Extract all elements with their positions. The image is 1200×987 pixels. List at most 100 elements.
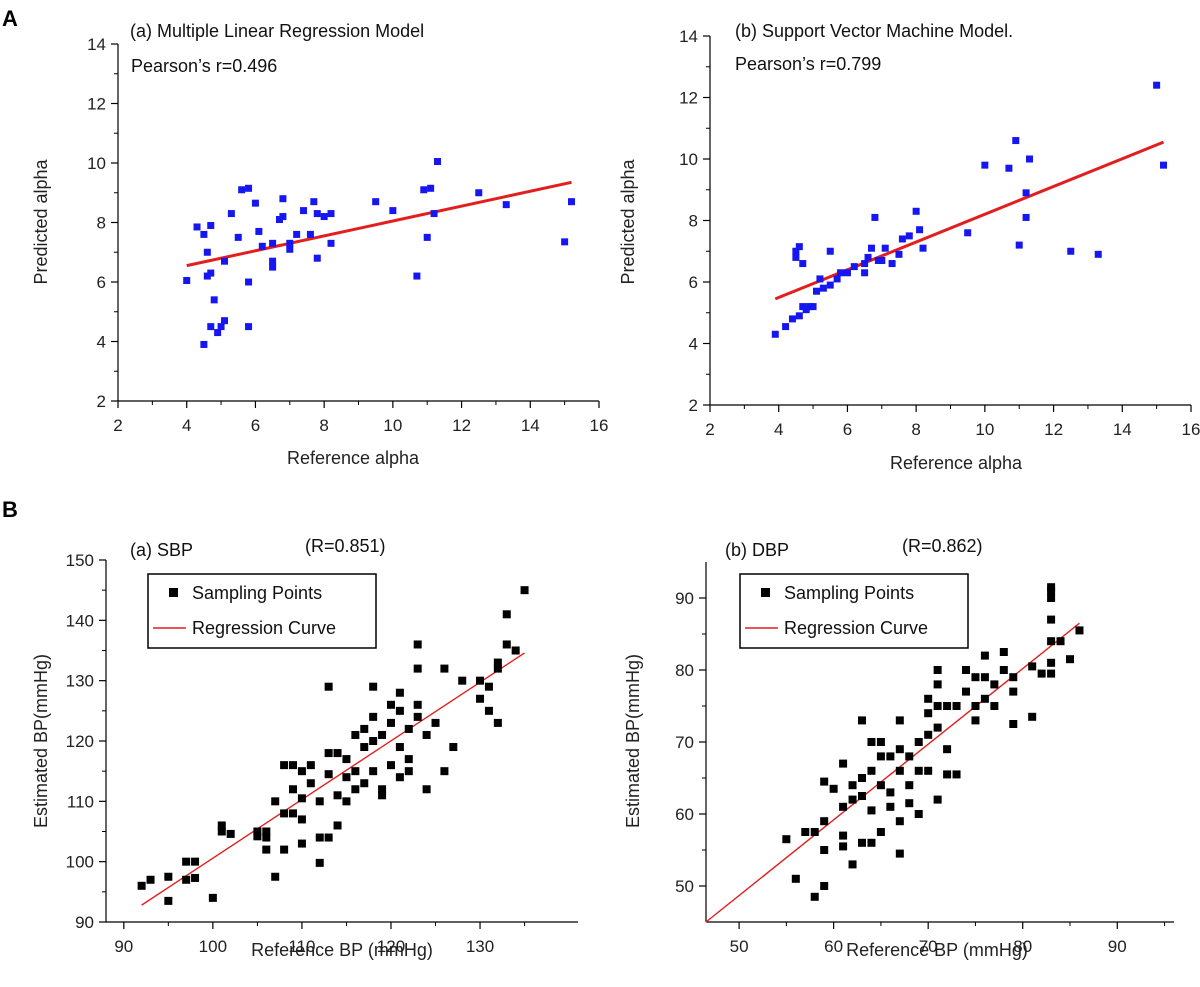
data-point [816,275,824,283]
y-tick-label: 130 [66,672,94,691]
x-tick-label: 80 [1013,937,1032,956]
data-point [1005,164,1013,172]
data-point [207,323,215,331]
data-point [867,244,875,252]
data-point [280,845,289,854]
data-point [475,189,483,197]
chart-title: (b) Support Vector Machine Model. [735,21,1013,41]
data-point [1066,655,1074,664]
legend-marker-points [761,588,770,597]
y-tick-label: 50 [675,877,694,896]
data-point [962,666,970,674]
data-point [871,213,879,221]
data-point [440,664,449,673]
data-point [810,828,819,836]
data-point [924,766,933,775]
data-point [898,235,906,243]
data-point [430,210,438,218]
data-point [310,198,318,206]
data-point [386,700,395,709]
data-point [324,682,333,691]
chart-subtitle-pearson: Pearson’s r=0.496 [131,56,277,76]
data-point [191,857,200,866]
y-tick-label: 10 [87,154,106,173]
data-point [919,244,927,252]
y-tick-label: 4 [689,335,698,354]
data-point [227,210,235,218]
x-tick-label: 6 [843,420,852,439]
data-point [378,730,387,739]
data-point [839,802,848,811]
data-point [351,730,360,739]
data-point [916,226,924,234]
x-axis-label: Reference BP (mmHg) [846,940,1028,960]
data-point [315,833,324,842]
data-point [861,260,869,268]
data-point [843,269,851,277]
y-tick-label: 14 [679,27,698,46]
data-point [258,242,266,250]
data-point [395,688,404,697]
data-point [253,827,262,836]
data-point [905,232,913,240]
data-point [782,835,791,844]
data-point [886,788,895,797]
data-point [413,664,422,673]
data-point [458,676,467,685]
data-point [826,281,834,289]
x-axis-label: Reference alpha [287,448,420,468]
data-point [858,838,866,847]
data-point [826,247,834,255]
y-tick-label: 6 [97,273,106,292]
y-tick-label: 12 [679,89,698,108]
data-point [293,230,301,238]
panel-label-a: A [2,6,18,31]
data-point [820,817,829,826]
data-point [423,233,431,241]
x-tick-label: 130 [466,937,494,956]
data-point [217,827,226,836]
data-point [943,770,952,779]
data-point [905,799,914,808]
data-point [182,857,191,866]
data-point [933,666,942,674]
data-point [342,773,351,782]
x-tick-label: 2 [113,416,122,435]
data-point [964,229,972,237]
x-tick-label: 2 [705,420,714,439]
data-point [271,872,280,881]
data-point [324,770,333,779]
data-point [795,312,803,320]
x-tick-label: 6 [251,416,260,435]
data-point [315,797,324,806]
data-point [217,821,226,830]
data-point [389,207,397,215]
data-point [164,872,173,881]
data-point [440,767,449,776]
legend-label-line: Regression Curve [192,618,336,638]
data-point [867,838,876,847]
x-tick-label: 16 [1182,420,1200,439]
data-point [914,766,923,775]
y-tick-label: 90 [75,913,94,932]
data-point [255,227,263,235]
data-point [861,269,869,277]
data-point [771,330,779,338]
data-point [280,761,289,770]
x-tick-label: 100 [199,937,227,956]
data-point [833,275,841,283]
data-point [795,243,803,251]
data-point [369,737,378,745]
data-point [914,738,923,746]
data-point [269,263,277,271]
y-tick-label: 2 [689,396,698,415]
data-point [217,323,225,331]
data-point [427,184,435,192]
x-tick-label: 14 [521,416,540,435]
data-point [933,723,942,732]
x-tick-label: 120 [377,937,405,956]
data-point [449,743,458,752]
y-axis-label: Estimated BP(mmHg) [623,654,643,828]
data-point [520,586,529,595]
